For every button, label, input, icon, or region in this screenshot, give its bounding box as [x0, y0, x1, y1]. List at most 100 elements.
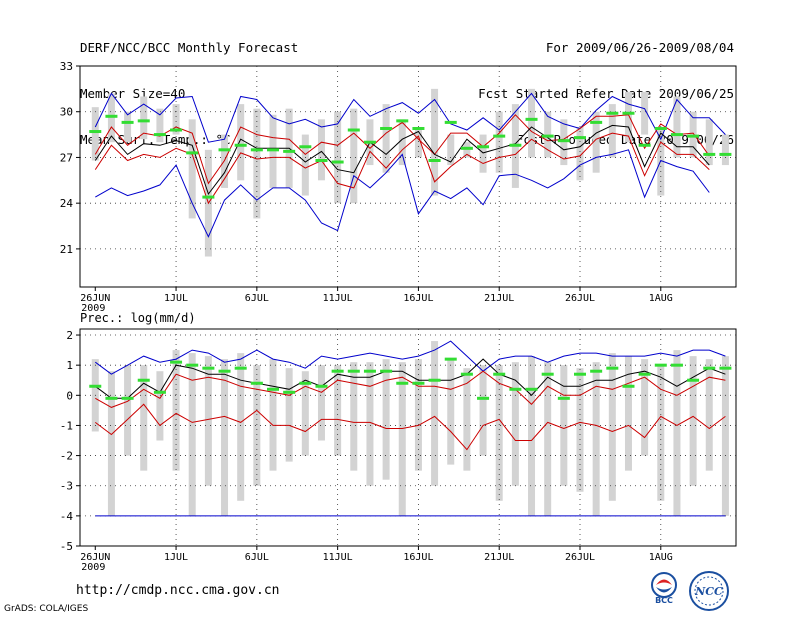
- grads-credit: GrADS: COLA/IGES: [4, 604, 89, 614]
- x-tick-label: 6JUL: [245, 552, 269, 563]
- series-upper-line: [95, 358, 726, 399]
- ensemble-marker: [121, 120, 134, 124]
- ensemble-marker: [315, 158, 328, 162]
- y-tick-label: -5: [60, 540, 73, 553]
- ensemble-marker: [299, 145, 312, 149]
- ensemble-marker: [638, 372, 651, 376]
- x-tick-label: 11JUL: [323, 552, 353, 563]
- ensemble-marker: [428, 378, 441, 382]
- range-bar: [592, 362, 600, 516]
- range-bar: [689, 111, 697, 158]
- range-bar: [188, 353, 196, 516]
- range-bar: [204, 356, 212, 486]
- range-bar: [495, 111, 503, 173]
- ensemble-marker: [606, 366, 619, 370]
- range-bar: [91, 107, 99, 161]
- range-bar: [673, 96, 681, 158]
- range-bar: [334, 111, 342, 204]
- range-bar: [301, 134, 309, 196]
- ensemble-marker: [331, 160, 344, 164]
- ensemble-marker: [89, 384, 102, 388]
- ensemble-marker: [396, 119, 409, 123]
- ensemble-marker: [509, 387, 522, 391]
- range-bar: [398, 119, 406, 166]
- ensemble-marker: [493, 134, 506, 138]
- y-tick-label: 30: [60, 106, 73, 119]
- ensemble-marker: [380, 126, 393, 130]
- x-tick-label: 26JUL: [565, 293, 595, 304]
- x-tick-year: 2009: [81, 303, 105, 314]
- ensemble-marker: [250, 148, 263, 152]
- ensemble-marker: [606, 111, 619, 115]
- range-bar: [705, 119, 713, 166]
- ensemble-marker: [283, 149, 296, 153]
- ensemble-marker: [590, 369, 603, 373]
- series-max_top-line: [94, 92, 726, 143]
- range-bar: [382, 359, 390, 480]
- x-tick-label: 1AUG: [649, 552, 673, 563]
- ensemble-marker: [347, 369, 360, 373]
- x-tick-label: 21JUL: [484, 293, 514, 304]
- ensemble-marker: [574, 372, 586, 376]
- ensemble-marker: [267, 387, 280, 391]
- ensemble-marker: [557, 139, 570, 143]
- ensemble-marker: [218, 369, 231, 373]
- range-bar: [463, 368, 471, 471]
- ensemble-marker: [525, 117, 538, 121]
- range-bar: [624, 91, 632, 143]
- range-bar: [657, 365, 665, 501]
- y-tick-label: 33: [60, 60, 73, 73]
- range-bar: [253, 108, 261, 219]
- range-bar: [366, 362, 374, 486]
- ensemble-marker: [590, 120, 603, 124]
- precip-panel-title: Prec.: log(mm/d): [80, 311, 196, 325]
- ensemble-marker: [574, 136, 586, 140]
- x-tick-label: 6JUL: [245, 293, 269, 304]
- range-bar: [188, 119, 196, 219]
- ensemble-marker: [153, 390, 166, 394]
- ensemble-marker: [412, 126, 425, 130]
- range-bar: [544, 111, 552, 158]
- range-bar: [237, 104, 245, 181]
- x-tick-label: 16JUL: [403, 552, 433, 563]
- range-bar: [689, 356, 697, 486]
- ensemble-marker: [670, 133, 683, 137]
- range-bar: [447, 134, 455, 166]
- ensemble-marker: [509, 143, 522, 147]
- series-max-line: [95, 340, 726, 375]
- range-bar: [608, 104, 616, 158]
- ensemble-marker: [283, 390, 296, 394]
- range-bar: [624, 356, 632, 471]
- ensemble-marker: [460, 372, 473, 376]
- x-tick-label: 11JUL: [323, 293, 353, 304]
- ensemble-marker: [719, 152, 732, 156]
- range-bar: [511, 362, 519, 486]
- range-bar: [431, 88, 439, 196]
- y-tick-label: 27: [60, 151, 73, 164]
- ensemble-marker: [477, 145, 490, 149]
- x-tick-label: 16JUL: [403, 293, 433, 304]
- range-bar: [107, 93, 115, 143]
- range-bar: [641, 91, 649, 135]
- ensemble-marker: [525, 387, 538, 391]
- y-tick-label: 0: [66, 389, 73, 402]
- ensemble-marker: [687, 378, 700, 382]
- series-max-line: [95, 149, 710, 238]
- ensemble-marker: [703, 152, 716, 156]
- range-bar: [414, 126, 422, 158]
- ensemble-marker: [396, 381, 409, 385]
- range-bar: [124, 111, 132, 143]
- ensemble-marker: [363, 369, 376, 373]
- series-upper-line: [94, 114, 710, 185]
- ensemble-marker: [315, 384, 328, 388]
- x-tick-label: 26JUN: [80, 293, 110, 304]
- ensemble-marker: [202, 366, 215, 370]
- range-bar: [317, 365, 325, 441]
- range-bar: [398, 362, 406, 516]
- series-lower-line: [95, 370, 726, 408]
- range-bar: [673, 350, 681, 516]
- footer-url[interactable]: http://cmdp.ncc.cma.gov.cn: [76, 583, 280, 598]
